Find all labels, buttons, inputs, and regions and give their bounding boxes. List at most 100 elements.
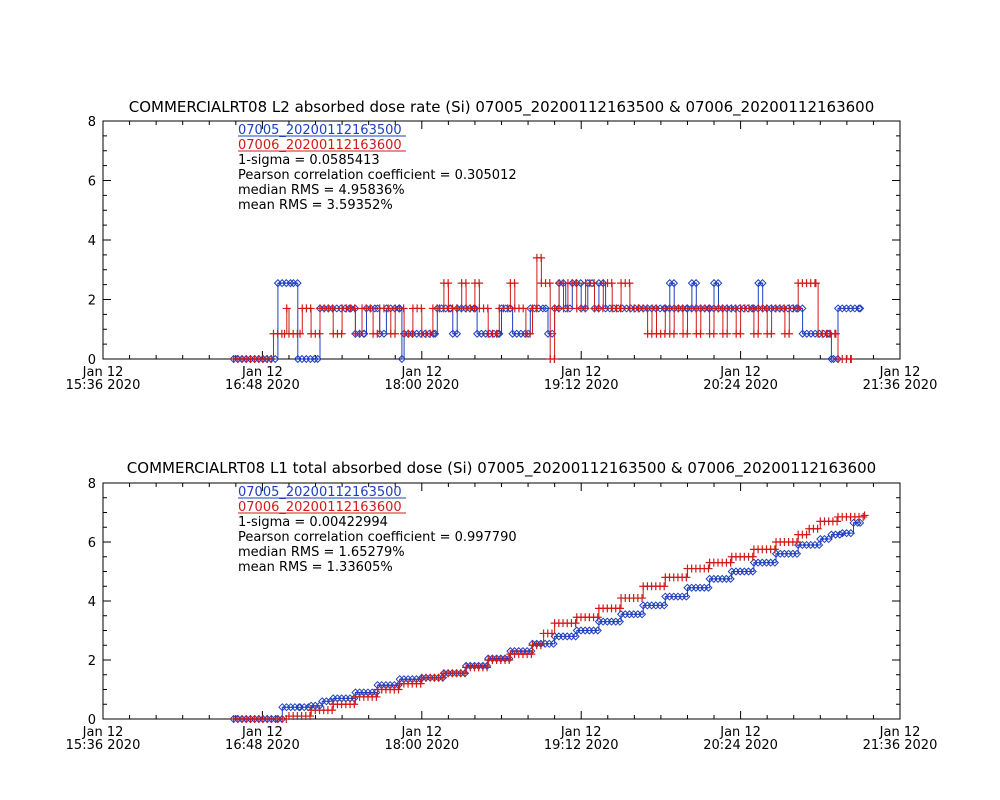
- data-point: [616, 304, 625, 313]
- legend-entry: 07006_20200112163600: [238, 138, 402, 153]
- stats-text: median RMS = 4.95836%: [238, 183, 405, 198]
- data-point: [823, 329, 832, 338]
- data-point: [379, 329, 389, 338]
- x-tick-label-date: Jan 12: [82, 725, 124, 740]
- data-point: [521, 329, 530, 338]
- data-point: [572, 279, 581, 288]
- data-point: [652, 304, 661, 313]
- data-point: [350, 304, 359, 313]
- data-point: [811, 279, 820, 288]
- series-2: [229, 511, 869, 723]
- data-point: [748, 567, 757, 576]
- y-tick-label: 6: [88, 536, 96, 551]
- x-tick-label-date: Jan 12: [400, 365, 442, 380]
- data-point: [536, 641, 545, 650]
- data-point: [519, 304, 528, 313]
- data-point: [394, 685, 403, 694]
- data-point: [537, 253, 546, 262]
- x-tick-label-date: Jan 12: [241, 725, 283, 740]
- data-point: [847, 355, 856, 363]
- data-point: [726, 574, 735, 583]
- data-point: [798, 304, 807, 313]
- x-tick-label-date: Jan 12: [82, 365, 124, 380]
- data-point: [532, 304, 541, 313]
- data-point: [793, 538, 802, 546]
- data-point: [282, 304, 291, 313]
- data-point: [313, 354, 322, 364]
- data-point: [366, 304, 375, 313]
- data-point: [576, 279, 585, 288]
- data-point: [571, 619, 580, 628]
- y-tick-label: 0: [88, 353, 96, 368]
- data-point: [590, 279, 599, 288]
- data-point: [856, 304, 865, 313]
- data-point: [709, 329, 718, 338]
- data-point: [854, 304, 864, 313]
- stats-text: mean RMS = 1.33605%: [238, 560, 393, 575]
- data-point: [748, 552, 757, 561]
- data-point: [328, 304, 337, 313]
- data-point: [770, 545, 779, 554]
- data-point: [438, 673, 447, 682]
- data-point: [767, 329, 776, 338]
- x-tick-label-time: 21:36 2020: [863, 378, 938, 393]
- x-tick-label-time: 15:36 2020: [66, 378, 141, 393]
- data-point: [827, 354, 836, 364]
- series-1: [229, 279, 865, 364]
- data-point: [792, 549, 802, 558]
- data-point: [856, 518, 865, 527]
- data-point: [271, 354, 280, 364]
- data-point: [426, 329, 435, 338]
- plot-frame-2: [102, 482, 901, 720]
- data-point: [770, 558, 779, 567]
- chart-title-2: COMMERCIALRT08 L1 total absorbed dose (S…: [127, 459, 876, 478]
- stats-text: 1-sigma = 0.00422994: [238, 515, 388, 530]
- x-tick-label-date: Jan 12: [400, 725, 442, 740]
- data-point: [475, 279, 484, 288]
- x-tick-label-date: Jan 12: [560, 725, 602, 740]
- data-point: [452, 329, 462, 338]
- data-point: [408, 329, 417, 338]
- data-point: [696, 329, 705, 338]
- series-2: [229, 253, 856, 363]
- data-point: [306, 304, 315, 313]
- data-point: [736, 329, 745, 338]
- series-line: [233, 282, 861, 360]
- data-point: [704, 564, 713, 573]
- data-point: [350, 700, 359, 709]
- data-point: [833, 517, 842, 526]
- x-tick-label-time: 21:36 2020: [863, 738, 938, 753]
- data-point: [538, 304, 547, 313]
- data-point: [345, 304, 354, 313]
- data-point: [625, 279, 634, 288]
- data-point: [286, 279, 295, 288]
- data-point: [267, 355, 276, 363]
- data-point: [310, 354, 319, 364]
- x-tick-label-date: Jan 12: [241, 365, 283, 380]
- data-point: [492, 329, 501, 338]
- data-point: [615, 617, 625, 626]
- data-point: [397, 354, 406, 364]
- data-point: [853, 518, 862, 527]
- x-tick-label-date: Jan 12: [879, 725, 921, 740]
- data-point: [550, 355, 559, 363]
- data-point: [461, 279, 470, 288]
- x-tick-label-time: 19:12 2020: [544, 378, 619, 393]
- y-tick-label: 8: [88, 115, 96, 130]
- data-point: [444, 279, 453, 288]
- data-point: [296, 329, 305, 338]
- data-point: [417, 304, 426, 313]
- data-point: [541, 304, 550, 313]
- data-point: [758, 279, 767, 288]
- x-tick-label-time: 18:00 2020: [384, 738, 459, 753]
- chart-title-1: COMMERCIALRT08 L2 absorbed dose rate (Si…: [129, 98, 875, 117]
- y-tick-label: 4: [88, 595, 96, 610]
- data-point: [547, 629, 556, 638]
- data-point: [815, 540, 824, 550]
- data-point: [831, 329, 840, 338]
- data-point: [505, 656, 514, 664]
- data-point: [607, 279, 616, 288]
- data-point: [571, 632, 580, 641]
- data-point: [754, 329, 763, 338]
